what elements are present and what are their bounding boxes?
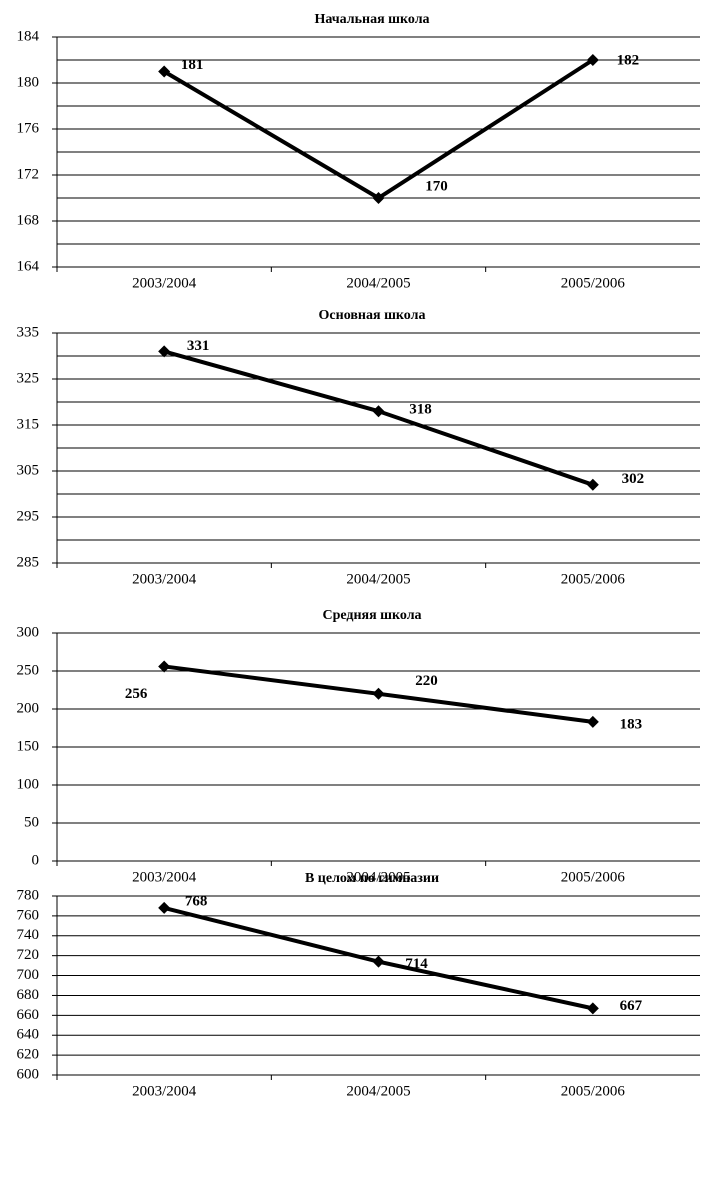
data-label: 181 bbox=[181, 57, 204, 73]
y-tick-label: 680 bbox=[17, 987, 40, 1003]
data-label: 302 bbox=[622, 471, 645, 487]
marker bbox=[158, 65, 171, 78]
y-tick-label: 700 bbox=[17, 967, 40, 983]
marker bbox=[372, 405, 385, 418]
chart-title: Основная школа bbox=[319, 308, 426, 323]
x-tick-label: 2004/2005 bbox=[346, 1083, 410, 1099]
data-label: 768 bbox=[185, 893, 208, 909]
data-label: 256 bbox=[125, 686, 148, 702]
marker bbox=[158, 660, 171, 673]
x-tick-label: 2005/2006 bbox=[561, 869, 626, 885]
y-tick-label: 200 bbox=[17, 700, 40, 716]
marker bbox=[586, 478, 599, 491]
y-tick-label: 305 bbox=[17, 462, 40, 478]
data-label: 170 bbox=[425, 178, 448, 194]
line bbox=[163, 349, 594, 487]
x-tick-label: 2003/2004 bbox=[132, 571, 197, 587]
data-label: 182 bbox=[617, 52, 640, 68]
y-tick-label: 100 bbox=[17, 776, 40, 792]
y-tick-label: 150 bbox=[17, 738, 40, 754]
marker bbox=[586, 1002, 599, 1015]
y-tick-label: 0 bbox=[32, 852, 40, 868]
data-label: 220 bbox=[415, 673, 438, 689]
y-tick-label: 720 bbox=[17, 947, 40, 963]
y-tick-label: 168 bbox=[17, 212, 40, 228]
y-tick-label: 176 bbox=[17, 120, 40, 136]
x-tick-label: 2004/2005 bbox=[346, 275, 410, 291]
x-tick-label: 2003/2004 bbox=[132, 1083, 197, 1099]
x-tick-label: 2005/2006 bbox=[561, 1083, 626, 1099]
marker bbox=[586, 715, 599, 728]
marker bbox=[372, 192, 385, 204]
y-tick-label: 620 bbox=[17, 1047, 40, 1063]
y-tick-label: 180 bbox=[17, 74, 40, 90]
chart-title: В целом по гимназии bbox=[305, 871, 439, 886]
y-tick-label: 315 bbox=[17, 416, 40, 432]
y-tick-label: 780 bbox=[17, 887, 40, 903]
y-tick-label: 300 bbox=[17, 624, 40, 640]
x-tick-label: 2004/2005 bbox=[346, 571, 410, 587]
y-tick-label: 325 bbox=[17, 370, 40, 386]
y-tick-label: 760 bbox=[17, 907, 40, 923]
x-tick-label: 2003/2004 bbox=[132, 275, 197, 291]
data-label: 667 bbox=[620, 998, 643, 1014]
y-tick-label: 50 bbox=[24, 814, 39, 830]
x-tick-label: 2005/2006 bbox=[561, 275, 626, 291]
data-label: 183 bbox=[620, 716, 643, 732]
x-tick-label: 2004/2005 bbox=[346, 869, 410, 885]
x-tick-label: 2003/2004 bbox=[132, 869, 197, 885]
data-label: 318 bbox=[409, 402, 432, 418]
y-tick-label: 285 bbox=[17, 554, 40, 570]
y-tick-label: 660 bbox=[17, 1007, 40, 1023]
marker bbox=[158, 345, 171, 358]
y-tick-label: 640 bbox=[17, 1027, 40, 1043]
y-tick-label: 172 bbox=[17, 166, 40, 182]
marker bbox=[372, 955, 385, 968]
y-tick-label: 335 bbox=[17, 324, 40, 340]
data-label: 714 bbox=[405, 956, 428, 972]
chart-title: Средняя школа bbox=[322, 608, 421, 623]
marker bbox=[372, 687, 385, 700]
chart-title: Начальная школа bbox=[314, 12, 429, 27]
y-tick-label: 740 bbox=[17, 927, 40, 943]
y-tick-label: 600 bbox=[17, 1066, 40, 1082]
marker bbox=[158, 901, 171, 914]
y-tick-label: 250 bbox=[17, 662, 40, 678]
y-tick-label: 184 bbox=[17, 28, 40, 44]
data-label: 331 bbox=[187, 338, 210, 354]
y-tick-label: 164 bbox=[17, 258, 40, 274]
x-tick-label: 2005/2006 bbox=[561, 571, 626, 587]
y-tick-label: 295 bbox=[17, 508, 40, 524]
marker bbox=[586, 54, 599, 66]
